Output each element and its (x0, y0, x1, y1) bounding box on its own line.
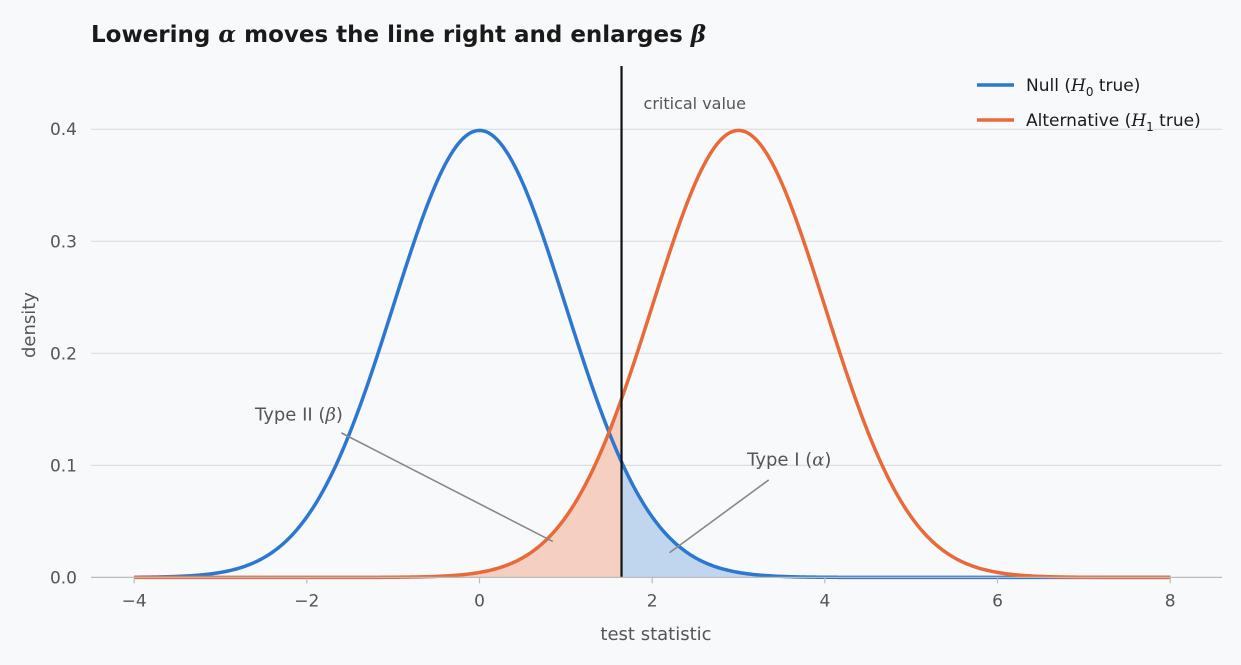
null-density-line (134, 128, 1171, 580)
y-tick-label: 0.3 (50, 232, 77, 252)
type-i-annotation-pointer (668, 479, 770, 554)
type-i-annotation-label: Type I (α) (746, 449, 831, 470)
x-axis-label: test statistic (600, 624, 711, 645)
type-ii-region (134, 398, 622, 578)
legend-label: Alternative (H1 true) (1026, 111, 1201, 134)
legend: Null (H0 true) Alternative (H1 true) (977, 76, 1201, 134)
x-tick-label: 8 (1165, 591, 1176, 611)
x-tick-label: 4 (819, 591, 830, 611)
x-tick-label: 2 (647, 591, 658, 611)
grid-layer (91, 128, 1222, 466)
type-ii-annotation-pointer (341, 432, 554, 543)
legend-label: Null (H0 true) (1026, 76, 1140, 99)
chart-title: Lowering α moves the line right and enla… (91, 21, 706, 48)
x-tick-label: −4 (122, 591, 147, 611)
x-tick-label: 6 (992, 591, 1003, 611)
density-curves (134, 66, 1171, 580)
y-tick-label: 0.0 (50, 568, 77, 588)
type-i-region (621, 461, 1171, 578)
alternative-density-line (134, 128, 1171, 580)
critical-value-label: critical value (644, 94, 746, 113)
type-ii-annotation-label: Type II (β) (254, 405, 343, 426)
shaded-areas (134, 398, 1171, 578)
axes: 0.0 0.1 0.2 0.3 0.4 −4 −2 0 2 4 6 8 (50, 120, 1222, 611)
x-tick-label: −2 (294, 591, 319, 611)
annotations: critical value Type II (β) Type I (α) (254, 94, 831, 554)
x-tick-label: 0 (474, 591, 485, 611)
y-axis-label: density (19, 292, 40, 358)
y-tick-label: 0.4 (50, 120, 77, 140)
y-tick-label: 0.1 (50, 456, 77, 476)
y-tick-label: 0.2 (50, 344, 77, 364)
